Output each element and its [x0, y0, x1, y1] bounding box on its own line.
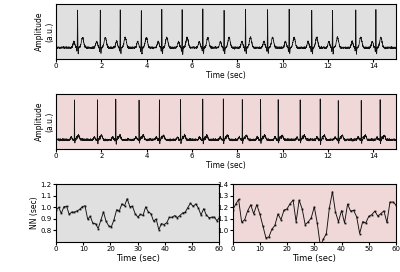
Y-axis label: Amplitude
(a.u.): Amplitude (a.u.): [35, 102, 55, 141]
Y-axis label: NN (sec): NN (sec): [30, 197, 39, 229]
X-axis label: Time (sec): Time (sec): [292, 254, 336, 263]
X-axis label: Time (sec): Time (sec): [206, 161, 246, 170]
Y-axis label: Amplitude
(a.u.): Amplitude (a.u.): [35, 12, 55, 51]
X-axis label: Time (sec): Time (sec): [116, 254, 160, 263]
X-axis label: Time (sec): Time (sec): [206, 71, 246, 80]
